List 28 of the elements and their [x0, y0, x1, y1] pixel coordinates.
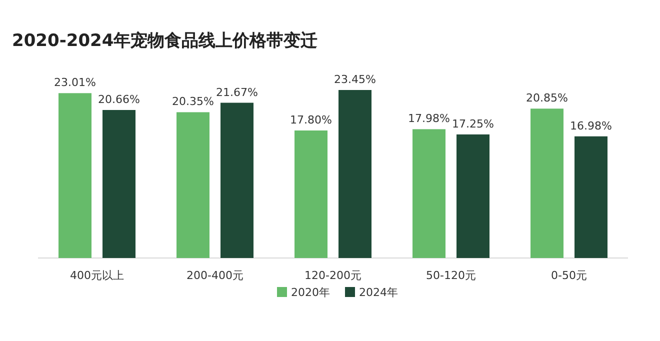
bar	[530, 108, 564, 258]
x-tick-label: 200-400元	[186, 269, 244, 282]
bar	[220, 102, 254, 258]
data-label: 23.45%	[334, 73, 376, 86]
bar	[412, 129, 446, 258]
chart-title: 2020-2024年宠物食品线上价格带变迁	[12, 31, 318, 51]
data-label: 20.35%	[172, 95, 214, 108]
data-label: 20.66%	[98, 92, 140, 106]
bar	[102, 110, 136, 258]
data-label: 17.25%	[452, 117, 494, 130]
bar	[574, 136, 608, 258]
bar	[294, 130, 328, 258]
data-label: 16.98%	[570, 119, 612, 132]
data-label: 21.67%	[216, 86, 258, 99]
legend-label: 2020年	[291, 286, 330, 299]
legend-label: 2024年	[359, 286, 398, 299]
x-tick-label: 120-200元	[304, 269, 362, 282]
bar	[456, 134, 490, 258]
x-tick-label: 50-120元	[426, 269, 476, 282]
data-label: 17.98%	[408, 112, 450, 126]
data-label: 20.85%	[526, 92, 568, 105]
bar	[338, 90, 372, 258]
x-tick-label: 0-50元	[551, 269, 587, 282]
bar	[58, 93, 92, 258]
bar	[176, 112, 210, 258]
x-tick-label: 400元以上	[70, 269, 124, 282]
data-label: 23.01%	[54, 76, 96, 90]
data-label: 17.80%	[290, 113, 332, 126]
